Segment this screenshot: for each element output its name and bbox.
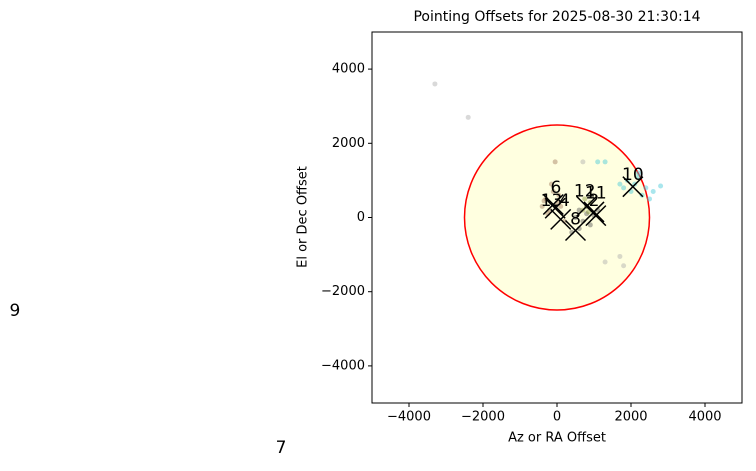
x-tick-label: 4000 bbox=[688, 410, 721, 425]
chart-title: Pointing Offsets for 2025-08-30 21:30:14 bbox=[413, 9, 700, 25]
cross-marker bbox=[550, 208, 572, 230]
x-tick-label: −2000 bbox=[461, 410, 505, 425]
x-tick-label: −4000 bbox=[387, 410, 431, 425]
annotation: 8 bbox=[570, 209, 581, 229]
cross-marker bbox=[564, 219, 587, 242]
point bbox=[582, 196, 588, 202]
point bbox=[539, 203, 545, 209]
y-tick-label: 4000 bbox=[332, 62, 365, 77]
cross-marker bbox=[542, 193, 564, 216]
annotation: 7 bbox=[276, 438, 287, 458]
x-axis-label: Az or RA Offset bbox=[508, 431, 606, 446]
point bbox=[595, 159, 601, 165]
point bbox=[541, 198, 547, 204]
annotation: 4 bbox=[559, 191, 570, 211]
point bbox=[617, 253, 623, 259]
annotation: 2 bbox=[589, 191, 600, 211]
point bbox=[585, 209, 591, 215]
point bbox=[556, 192, 562, 198]
y-tick-label: 0 bbox=[357, 210, 365, 225]
x-tick-label: 0 bbox=[553, 410, 561, 425]
point bbox=[552, 159, 558, 165]
point bbox=[602, 259, 608, 265]
plot-area bbox=[432, 81, 664, 311]
point bbox=[432, 81, 438, 87]
point bbox=[621, 185, 627, 191]
point bbox=[621, 263, 627, 269]
cross-marker bbox=[544, 197, 566, 219]
point bbox=[587, 222, 593, 228]
cross-marker bbox=[622, 176, 644, 198]
y-tick-label: 2000 bbox=[332, 136, 365, 151]
point bbox=[558, 203, 564, 209]
point bbox=[550, 189, 556, 195]
annotation: 13 bbox=[541, 191, 563, 211]
annotation: 6 bbox=[550, 178, 561, 198]
radius-circle bbox=[463, 124, 651, 311]
point bbox=[635, 174, 641, 180]
point bbox=[584, 211, 590, 217]
cross-marker bbox=[583, 201, 605, 223]
annotation: 9 bbox=[10, 301, 21, 321]
point bbox=[465, 114, 471, 120]
point bbox=[635, 170, 641, 176]
y-tick-label: −4000 bbox=[321, 358, 365, 373]
point bbox=[602, 159, 608, 165]
point bbox=[643, 185, 649, 191]
cross-marker bbox=[585, 205, 607, 227]
point bbox=[580, 159, 586, 165]
y-tick-label: −2000 bbox=[321, 284, 365, 299]
annotation: 12 bbox=[574, 182, 596, 202]
point bbox=[576, 207, 582, 213]
point bbox=[650, 189, 656, 195]
x-tick-label: 2000 bbox=[614, 410, 647, 425]
annotation: 11 bbox=[585, 183, 607, 203]
point bbox=[617, 181, 623, 187]
point bbox=[548, 181, 554, 187]
point bbox=[658, 183, 664, 189]
y-axis-label: El or Dec Offset bbox=[296, 166, 311, 268]
annotation: 10 bbox=[622, 165, 644, 185]
point bbox=[647, 196, 652, 202]
